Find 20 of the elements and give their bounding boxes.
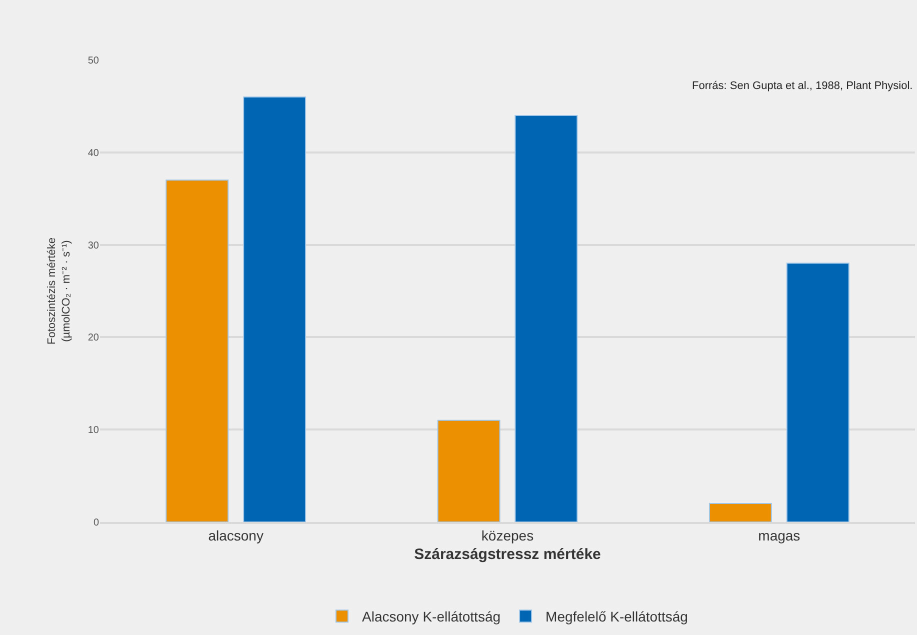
x-tick-label: alacsony (208, 528, 264, 544)
y-axis-title: Fotoszintézis mértéke (µmolCO₂ · m⁻² · s⁻¹) (46, 238, 73, 344)
x-tick-label: magas (758, 528, 800, 544)
bar (437, 420, 500, 522)
bar (708, 503, 772, 522)
y-tick-label: 20 (88, 332, 100, 344)
x-tick-label: közepes (481, 528, 534, 544)
bar (786, 262, 850, 522)
legend-label: Megfelelő K-ellátottság (546, 608, 688, 625)
y-tick-label: 50 (88, 56, 100, 66)
bar (166, 180, 229, 522)
annotation: Forrás: Sen Gupta et al., 1988, Plant Physiol. (692, 80, 913, 92)
y-tick-label: 40 (88, 148, 100, 159)
y-tick-label: 10 (88, 425, 100, 436)
legend-label: Alacsony K-ellátottság (362, 608, 501, 625)
bar (514, 114, 578, 522)
y-tick-label: 30 (88, 240, 100, 252)
bar (243, 96, 306, 522)
y-tick-label: 0 (93, 518, 100, 528)
x-axis-title: Szárazságstressz mértéke (414, 546, 601, 564)
